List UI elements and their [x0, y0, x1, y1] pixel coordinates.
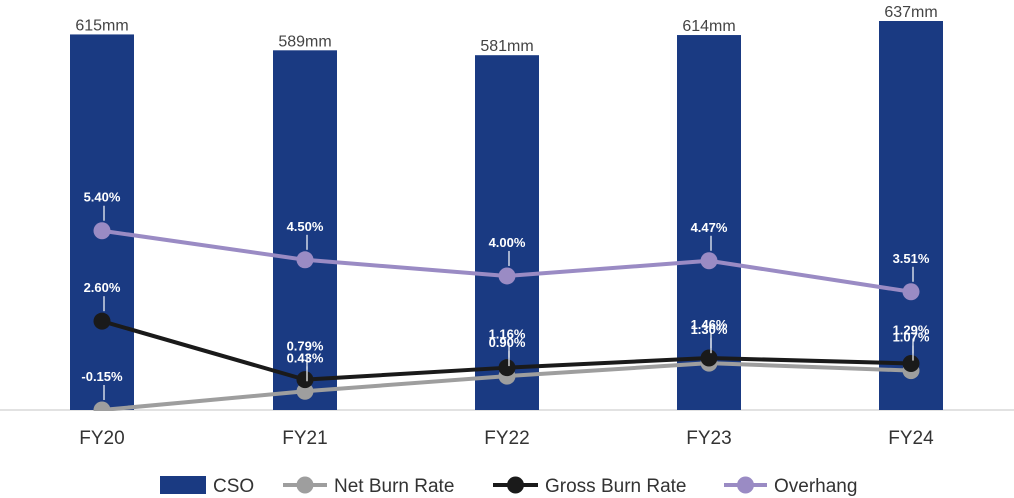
bar-value-label: 614mm	[682, 18, 735, 35]
bar-value-label: 615mm	[75, 17, 128, 34]
series-point	[93, 312, 111, 330]
data-label: 0.43%	[287, 350, 324, 365]
bar-value-label: 589mm	[278, 33, 331, 50]
legend-label-cso: CSO	[213, 476, 254, 497]
x-tick-label: FY20	[79, 428, 124, 449]
bar-value-label: 637mm	[884, 4, 937, 21]
bar-cso-fy24	[879, 21, 943, 410]
data-label: 1.07%	[893, 330, 930, 345]
legend: CSO Net Burn Rate Gross Burn Rate Overhang	[160, 476, 857, 497]
series-point	[902, 354, 920, 372]
bar-cso-fy22	[475, 55, 539, 410]
data-label: 1.30%	[691, 322, 728, 337]
data-label: 0.90%	[489, 335, 526, 350]
data-label: 1.16%	[489, 327, 526, 342]
data-label: -0.15%	[81, 369, 123, 384]
series-point	[498, 267, 516, 285]
data-label: 4.50%	[287, 219, 324, 234]
bar-cso-fy23	[677, 35, 741, 410]
x-tick-label: FY22	[484, 428, 529, 449]
data-label: 4.00%	[489, 235, 526, 250]
bar-value-label: 581mm	[480, 38, 533, 55]
data-label: 0.79%	[287, 339, 324, 354]
data-label: 5.40%	[84, 190, 121, 205]
bar-cso-fy21	[273, 50, 337, 410]
line-series-overhang	[93, 222, 920, 301]
legend-marker-net-burn-rate	[296, 476, 314, 494]
series-point	[498, 359, 516, 377]
x-tick-label: FY23	[686, 428, 731, 449]
series-point	[700, 349, 718, 367]
data-label: 1.29%	[893, 322, 930, 337]
data-label: 1.46%	[691, 317, 728, 332]
legend-label-net-burn-rate: Net Burn Rate	[334, 476, 454, 497]
legend-swatch-cso	[160, 476, 206, 494]
series-point	[93, 401, 111, 411]
legend-label-overhang: Overhang	[774, 476, 857, 497]
line-series-gross-burn-rate	[93, 312, 920, 389]
series-point	[93, 222, 111, 240]
data-label: 3.51%	[893, 251, 930, 266]
bar-cso-fy20	[70, 34, 134, 411]
series-point	[296, 382, 314, 400]
data-label: 4.47%	[691, 220, 728, 235]
data-label: 2.60%	[84, 280, 121, 295]
x-tick-label: FY21	[282, 428, 327, 449]
series-point	[296, 371, 314, 389]
series-point	[296, 251, 314, 269]
bar-series-cso: 615mm 589mm 581mm 614mm 637mm	[70, 4, 943, 411]
legend-marker-overhang	[737, 476, 754, 494]
legend-label-gross-burn-rate: Gross Burn Rate	[545, 476, 687, 497]
series-point	[700, 252, 718, 270]
x-tick-label: FY24	[888, 428, 934, 449]
legend-marker-gross-burn-rate	[507, 476, 524, 494]
series-point	[902, 283, 920, 301]
